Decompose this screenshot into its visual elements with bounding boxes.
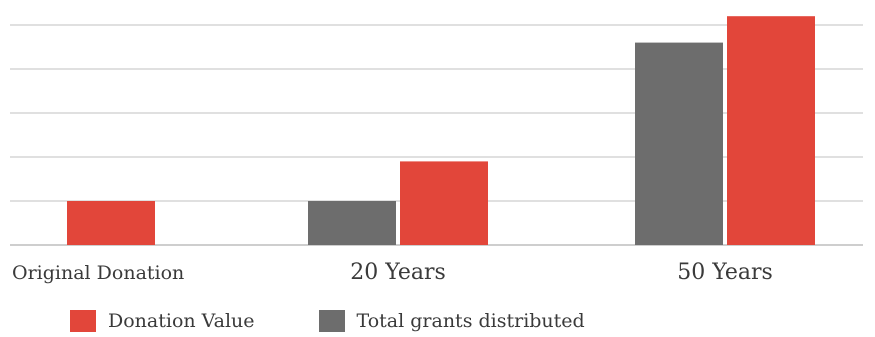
legend-label-donation-value: Donation Value	[108, 310, 255, 332]
category-label: 20 Years	[350, 260, 446, 285]
bar-donation-value-20-years	[400, 161, 488, 245]
bar-donation-value-original-donation	[67, 201, 155, 245]
category-labels: Original Donation 20 Years 50 Years	[12, 260, 773, 285]
legend-swatch-donation-value	[70, 310, 96, 332]
legend-item-donation-value: Donation Value	[70, 310, 255, 332]
bar-total-grants-distributed-20-years	[308, 201, 396, 245]
bars	[67, 16, 815, 246]
category-label: 50 Years	[677, 260, 773, 285]
bar-total-grants-distributed-50-years	[635, 42, 723, 245]
legend-swatch-total-grants	[318, 310, 345, 332]
legend-label-total-grants: Total grants distributed	[356, 310, 585, 332]
legend-item-total-grants: Total grants distributed	[318, 310, 585, 332]
legend: Donation Value Total grants distributed	[70, 309, 649, 333]
bar-donation-value-50-years	[727, 16, 815, 246]
category-label: Original Donation	[12, 262, 184, 284]
